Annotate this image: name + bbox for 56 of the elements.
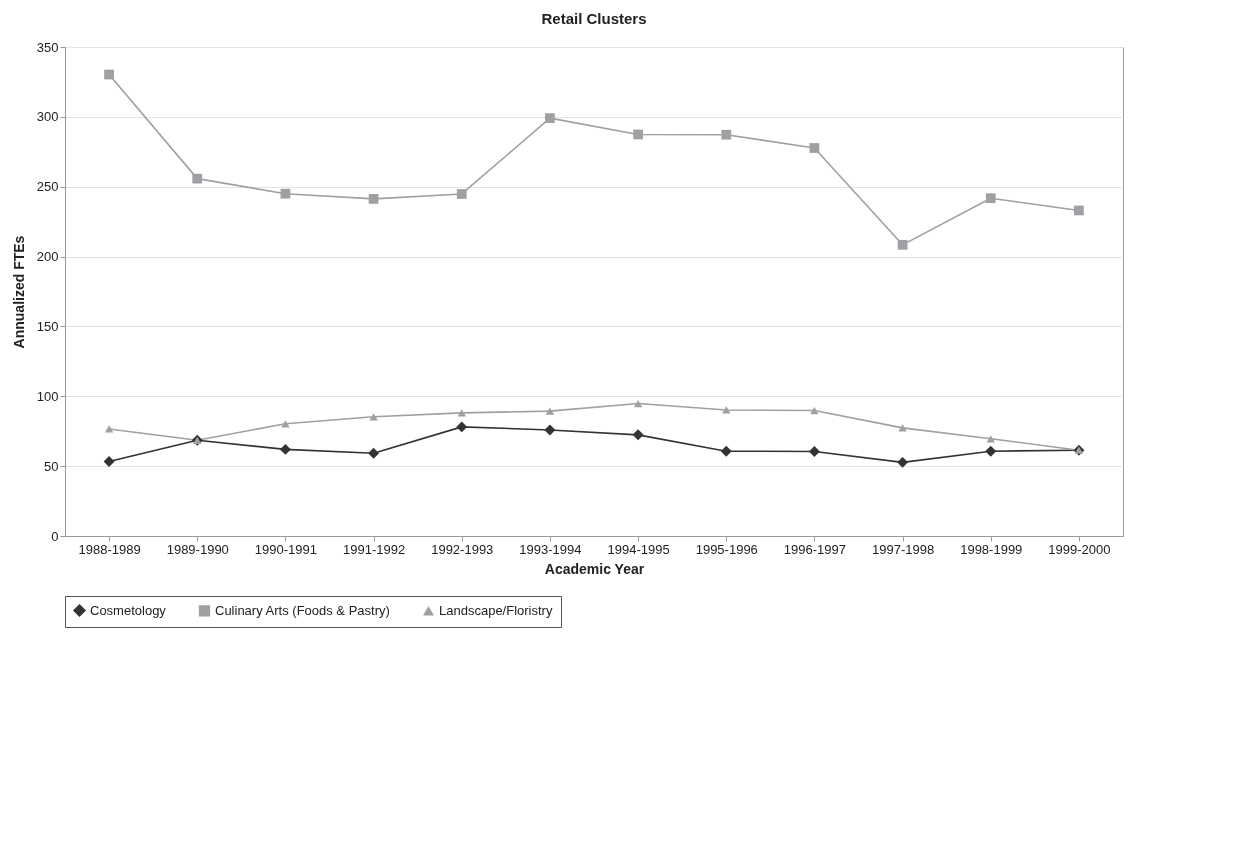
point (985, 445, 997, 457)
point (456, 189, 467, 199)
x-tick-label: 1993-1994 (519, 541, 582, 557)
point (368, 194, 379, 204)
point (280, 188, 291, 199)
point (192, 173, 203, 184)
point (279, 443, 291, 455)
point (897, 456, 909, 468)
point (720, 445, 732, 457)
legend-label: Culinary Arts (Foods & Pastry) (215, 602, 390, 618)
point (368, 447, 380, 459)
y-axis-title: Annualized FTEs (10, 235, 27, 349)
x-tick-label: 1989-1990 (166, 541, 229, 557)
point (545, 407, 555, 415)
point (633, 399, 643, 408)
point (632, 429, 644, 441)
x-tick-label: 1992-1993 (431, 541, 494, 557)
point (897, 239, 908, 250)
point (1074, 205, 1084, 216)
x-tick-label: 1999-2000 (1048, 541, 1111, 557)
point (721, 129, 732, 140)
point (985, 193, 996, 204)
point (103, 456, 115, 468)
x-tick-label: 1997-1998 (872, 541, 935, 557)
x-tick-label: 1996-1997 (783, 541, 846, 557)
legend-label: Landscape/Floristry (439, 603, 553, 619)
point (545, 113, 555, 123)
point (456, 421, 468, 433)
point (544, 424, 556, 436)
point (281, 420, 290, 428)
chart-title: Retail Clusters (541, 10, 647, 27)
point (457, 409, 466, 417)
y-tick-label: 300 (36, 109, 59, 125)
point (810, 406, 819, 415)
y-tick-label: 50 (44, 458, 59, 474)
point (808, 446, 820, 457)
y-tick-label: 0 (51, 528, 59, 544)
x-tick-label: 1991-1992 (343, 541, 406, 557)
x-tick-label: 1998-1999 (960, 541, 1023, 557)
point (633, 129, 643, 140)
x-axis-title: Academic Year (544, 560, 645, 577)
point (809, 143, 820, 153)
y-tick-label: 150 (36, 318, 59, 334)
point (986, 435, 995, 443)
x-tick-label: 1995-1996 (695, 541, 758, 557)
y-tick-label: 250 (36, 179, 59, 195)
legend-label: Cosmetology (90, 602, 167, 618)
x-tick-label: 1988-1989 (78, 541, 141, 557)
point (722, 406, 731, 414)
y-tick-label: 100 (36, 388, 59, 404)
x-tick-label: 1990-1991 (254, 541, 317, 557)
point (104, 69, 114, 80)
x-tick-label: 1994-1995 (607, 541, 670, 557)
y-tick-label: 200 (36, 249, 59, 265)
point (104, 425, 114, 433)
y-tick-label: 350 (36, 39, 59, 55)
